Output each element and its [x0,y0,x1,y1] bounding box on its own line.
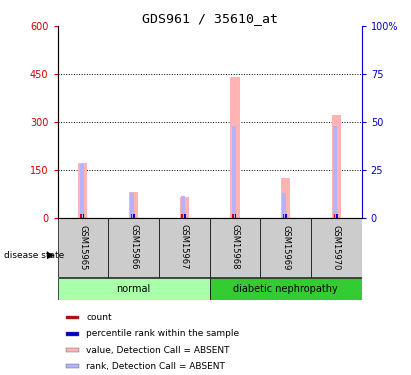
Text: disease state: disease state [4,251,65,260]
Bar [181,196,185,217]
Bar [235,214,236,217]
Bar [281,178,290,218]
Bar [180,197,189,217]
Bar [184,214,185,217]
Text: ▶: ▶ [47,250,55,260]
Bar [231,77,240,218]
Text: count: count [86,313,112,322]
Bar [232,126,236,218]
Bar [334,214,335,217]
Text: GSM15967: GSM15967 [180,225,189,270]
Bar [283,214,284,217]
Bar [311,217,362,277]
Bar [210,217,260,277]
Title: GDS961 / 35610_at: GDS961 / 35610_at [142,12,277,25]
Bar [159,217,210,277]
Bar [285,214,287,217]
Bar [66,316,79,320]
Text: GSM15966: GSM15966 [129,225,138,270]
Bar [79,164,88,218]
Bar [133,214,135,217]
Text: GSM15970: GSM15970 [332,225,341,270]
Text: GSM15965: GSM15965 [79,225,88,270]
Bar [58,278,210,300]
Bar [282,193,286,217]
Bar [66,332,79,336]
Text: value, Detection Call = ABSENT: value, Detection Call = ABSENT [86,345,230,354]
Bar [83,214,84,217]
Bar [80,164,84,218]
Bar [66,364,79,368]
Bar [58,217,108,277]
Bar [66,348,79,352]
Bar [260,217,311,277]
Bar [131,214,132,217]
Bar [336,214,337,217]
Text: percentile rank within the sample: percentile rank within the sample [86,329,240,338]
Bar [333,126,337,218]
Bar [182,214,183,217]
Text: normal: normal [116,284,151,294]
Text: diabetic nephropathy: diabetic nephropathy [233,284,338,294]
Bar [210,278,362,300]
Text: GSM15968: GSM15968 [231,225,240,270]
Text: GSM15969: GSM15969 [281,225,290,270]
Bar [129,192,138,217]
Bar [332,116,341,218]
Bar [108,217,159,277]
Bar [130,193,134,217]
Bar [232,214,234,217]
Bar [80,214,82,217]
Text: rank, Detection Call = ABSENT: rank, Detection Call = ABSENT [86,362,225,371]
